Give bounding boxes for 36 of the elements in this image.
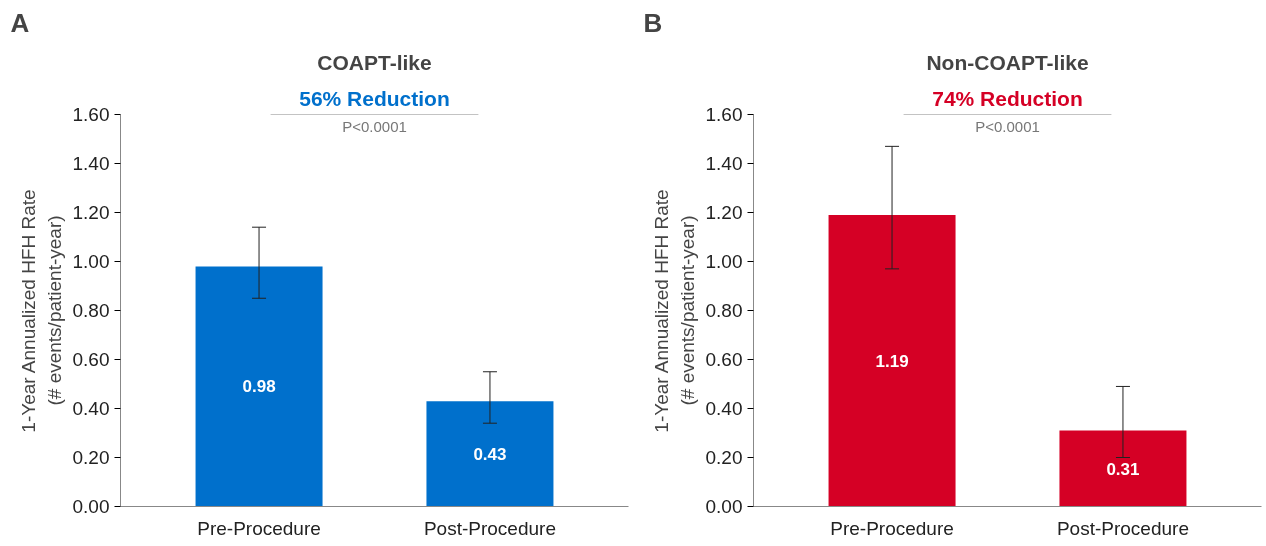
y-tick-label: 1.40 bbox=[72, 153, 110, 174]
data-label: 1.19 bbox=[875, 351, 909, 371]
y-tick-label: 0.20 bbox=[705, 447, 743, 468]
y-tick-label: 1.60 bbox=[72, 104, 110, 125]
text: 74% Reduction bbox=[932, 86, 1083, 110]
x-tick-label: Pre-Procedure bbox=[197, 517, 321, 539]
chart-title: Non-COAPT-like bbox=[926, 50, 1089, 74]
x-tick-label: Post-Procedure bbox=[1056, 517, 1189, 539]
y-tick-label: 0.40 bbox=[72, 398, 110, 419]
x-tick-label: Post-Procedure bbox=[423, 517, 556, 539]
data-label: 0.43 bbox=[473, 444, 507, 464]
text: 56% Reduction bbox=[299, 86, 450, 110]
y-axis-title: 1-Year Annualized HFH Rate (# events/patient-year) bbox=[651, 189, 698, 433]
annotation: P<0.0001 bbox=[342, 117, 407, 135]
y-tick-label: 1.20 bbox=[72, 202, 110, 223]
y-tick-label: 0.20 bbox=[72, 447, 110, 468]
annotation: P<0.0001 bbox=[975, 117, 1040, 135]
y-tick-label: 0.80 bbox=[705, 300, 743, 321]
y-tick-label: 0.40 bbox=[705, 398, 743, 419]
text: A bbox=[10, 7, 30, 38]
y-tick-label: 0.00 bbox=[72, 496, 110, 517]
y-tick-label: 0.00 bbox=[705, 496, 743, 517]
y-tick-label: 1.60 bbox=[705, 104, 743, 125]
x-tick-label: Pre-Procedure bbox=[830, 517, 954, 539]
chart-title: COAPT-like bbox=[317, 50, 432, 74]
y-tick-label: 0.60 bbox=[72, 349, 110, 370]
data-label: 0.31 bbox=[1106, 459, 1140, 479]
y-tick-label: 1.00 bbox=[72, 251, 110, 272]
data-label: 0.98 bbox=[242, 377, 276, 397]
text: B bbox=[643, 7, 663, 38]
y-tick-label: 1.00 bbox=[705, 251, 743, 272]
y-tick-label: 1.20 bbox=[705, 202, 743, 223]
y-tick-label: 0.60 bbox=[705, 349, 743, 370]
y-tick-label: 1.40 bbox=[705, 153, 743, 174]
y-tick-label: 0.80 bbox=[72, 300, 110, 321]
y-axis-title: 1-Year Annualized HFH Rate (# events/patient-year) bbox=[18, 189, 65, 433]
